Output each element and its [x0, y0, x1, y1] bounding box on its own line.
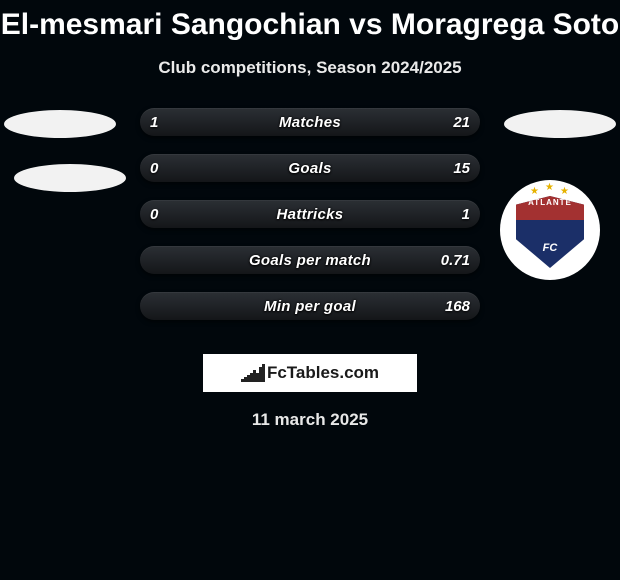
- chart-icon: [241, 364, 265, 382]
- stat-label: Hattricks: [140, 200, 480, 228]
- stat-bar: Hattricks0 1: [140, 200, 480, 228]
- stat-value-right: 168: [445, 292, 470, 320]
- star-icon: ★: [545, 182, 554, 193]
- subtitle: Club competitions, Season 2024/2025: [0, 58, 620, 78]
- date-text: 11 march 2025: [0, 410, 620, 430]
- stat-label: Matches: [140, 108, 480, 136]
- brand-box[interactable]: FcTables.com: [203, 354, 417, 392]
- stat-bar: Min per goal168: [140, 292, 480, 320]
- stat-label: Min per goal: [140, 292, 480, 320]
- comparison-stage: ★ ★ ★ ATLANTE FC Matches121Goals015Hattr…: [0, 108, 620, 348]
- stat-bars: Matches121Goals015Hattricks01Goals per m…: [140, 108, 480, 338]
- club-crest: ★ ★ ★ ATLANTE FC: [500, 180, 600, 280]
- star-icon: ★: [560, 186, 569, 197]
- stat-bar: Matches1 21: [140, 108, 480, 136]
- page-title: El-mesmari Sangochian vs Moragrega Soto: [0, 0, 620, 42]
- stat-value-left: 1: [150, 108, 158, 136]
- stat-label: Goals per match: [140, 246, 480, 274]
- brand-text: FcTables.com: [267, 363, 379, 383]
- player1-photo-placeholder: [4, 110, 116, 138]
- stat-value-left: 0: [150, 154, 158, 182]
- stat-value-left: 0: [150, 200, 158, 228]
- stat-value-right: 0.71: [441, 246, 470, 274]
- spark-bar: [262, 364, 265, 382]
- stat-bar: Goals0 15: [140, 154, 480, 182]
- player1-logo-placeholder: [14, 164, 126, 192]
- stat-value-right: 15: [453, 154, 470, 182]
- stat-label: Goals: [140, 154, 480, 182]
- stat-value-right: 1: [462, 200, 470, 228]
- stat-bar: Goals per match0.71: [140, 246, 480, 274]
- star-icon: ★: [530, 186, 539, 197]
- player2-photo-placeholder: [504, 110, 616, 138]
- stat-value-right: 21: [453, 108, 470, 136]
